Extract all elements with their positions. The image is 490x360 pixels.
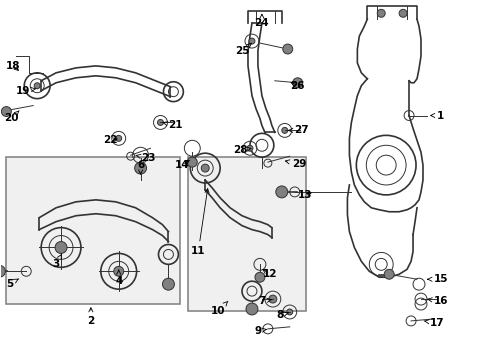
Circle shape	[116, 135, 122, 141]
Text: 12: 12	[263, 269, 277, 279]
Circle shape	[34, 83, 40, 89]
Circle shape	[255, 272, 265, 282]
Text: 14: 14	[175, 160, 190, 170]
Circle shape	[246, 303, 258, 315]
Text: 13: 13	[297, 190, 312, 200]
Circle shape	[276, 186, 288, 198]
Text: 7: 7	[258, 296, 271, 306]
Circle shape	[187, 157, 197, 167]
Circle shape	[269, 295, 277, 303]
Circle shape	[135, 162, 147, 174]
Text: 8: 8	[276, 310, 289, 320]
Circle shape	[287, 309, 293, 315]
Circle shape	[282, 127, 288, 133]
Circle shape	[114, 266, 123, 276]
Circle shape	[293, 78, 303, 88]
Text: 5: 5	[6, 279, 18, 289]
Bar	[6, 157, 180, 304]
Text: 6: 6	[137, 160, 144, 174]
Bar	[188, 157, 306, 311]
Text: 28: 28	[233, 145, 251, 155]
Circle shape	[163, 278, 174, 290]
Text: 21: 21	[163, 121, 183, 130]
Text: 19: 19	[16, 86, 36, 96]
Circle shape	[249, 38, 255, 44]
Circle shape	[399, 9, 407, 17]
Text: 4: 4	[115, 270, 122, 286]
Text: 9: 9	[254, 326, 267, 336]
Text: 29: 29	[285, 159, 307, 169]
Circle shape	[1, 107, 11, 117]
Text: 16: 16	[428, 296, 448, 306]
Text: 2: 2	[87, 308, 95, 326]
Text: 1: 1	[431, 111, 444, 121]
Text: 24: 24	[255, 14, 269, 28]
Text: 27: 27	[289, 125, 309, 135]
Text: 20: 20	[4, 111, 19, 123]
Text: 25: 25	[235, 43, 252, 56]
Text: 18: 18	[6, 61, 21, 71]
Text: 22: 22	[103, 135, 118, 145]
Circle shape	[283, 44, 293, 54]
Circle shape	[157, 120, 164, 125]
Circle shape	[377, 9, 385, 17]
Text: 15: 15	[428, 274, 448, 284]
Text: 10: 10	[211, 301, 228, 316]
Circle shape	[201, 164, 209, 172]
Text: 17: 17	[424, 318, 444, 328]
Text: 11: 11	[191, 189, 209, 256]
Circle shape	[247, 145, 253, 151]
Circle shape	[384, 269, 394, 279]
Circle shape	[0, 265, 5, 277]
Text: 23: 23	[136, 153, 156, 163]
Text: 3: 3	[52, 254, 62, 269]
Circle shape	[55, 242, 67, 253]
Text: 26: 26	[291, 81, 305, 91]
